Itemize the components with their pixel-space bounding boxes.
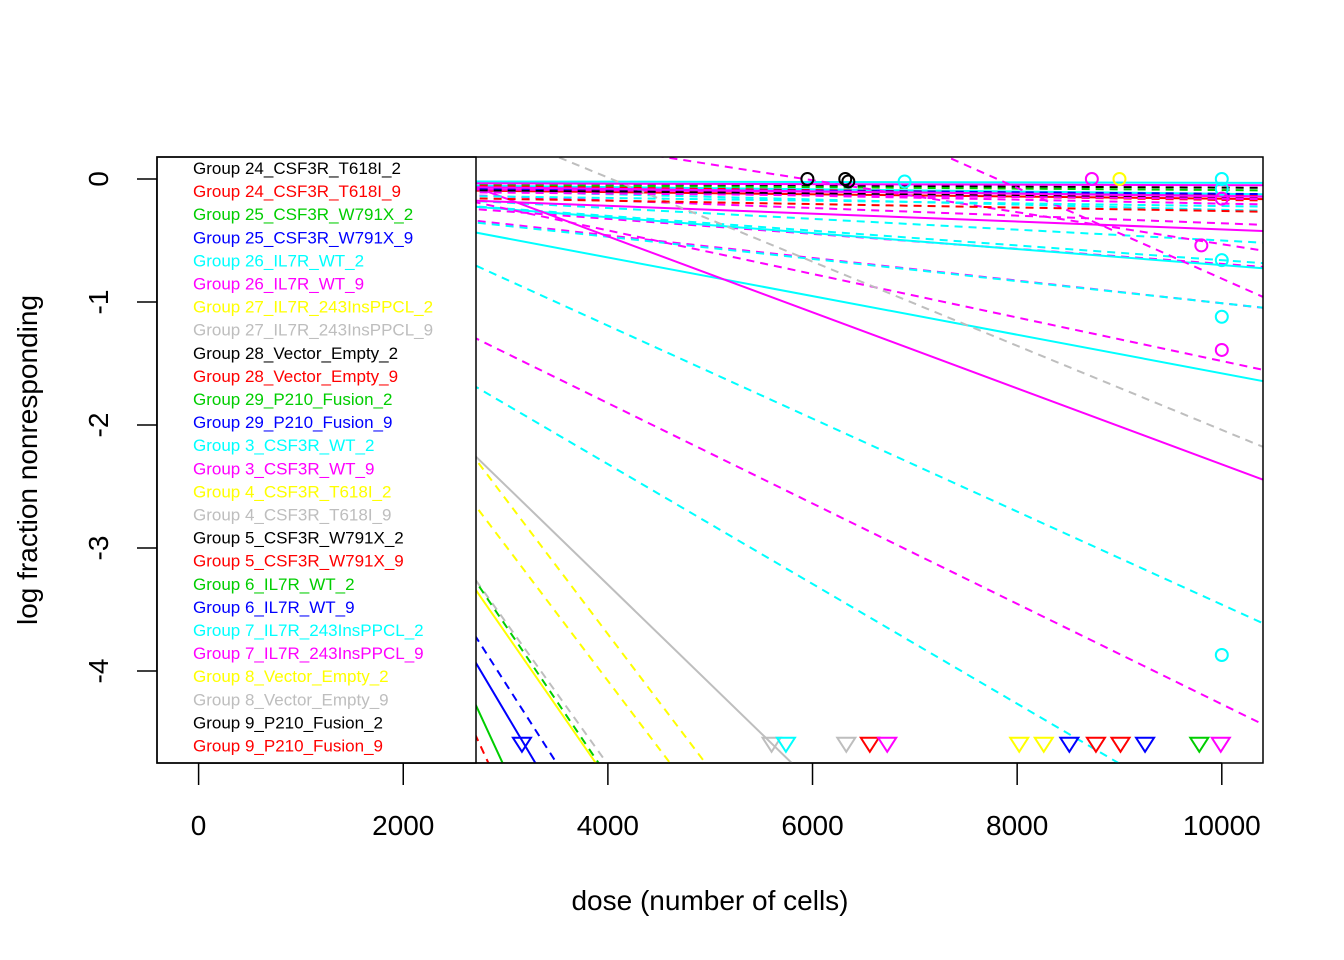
data-point [838, 172, 853, 186]
y-tick-label: 0 [83, 171, 114, 187]
censored-point [1134, 736, 1156, 754]
legend-entry: Group 28_Vector_Empty_9 [193, 367, 398, 386]
x-tick-label: 4000 [577, 810, 639, 841]
legend-entry: Group 24_CSF3R_T618I_2 [193, 159, 401, 178]
plot-frame [156, 156, 1264, 764]
legend-entry: Group 25_CSF3R_W791X_9 [193, 228, 413, 247]
data-point [841, 174, 856, 189]
y-tick-label: -1 [83, 290, 114, 315]
legend-entry: Group 9_P210_Fusion_2 [193, 713, 383, 732]
data-point [1214, 342, 1229, 357]
legend-entry: Group 7_IL7R_243InsPPCL_9 [193, 644, 424, 663]
x-tick-label: 8000 [986, 810, 1048, 841]
x-axis-label: dose (number of cells) [571, 885, 848, 916]
y-tick-label: -2 [83, 413, 114, 438]
censored-point [1188, 736, 1211, 754]
censored-point [1109, 736, 1132, 754]
legend-entry: Group 4_CSF3R_T618I_9 [193, 506, 391, 525]
censored-point [1058, 736, 1081, 754]
censored-point [1032, 736, 1055, 754]
censored-point [760, 736, 783, 754]
data-point [1112, 172, 1127, 186]
legend-entry: Group 4_CSF3R_T618I_2 [193, 482, 391, 501]
fit-line-solid [391, 157, 1263, 481]
data-point [1214, 253, 1229, 268]
legend-entry: Group 3_CSF3R_WT_2 [193, 436, 374, 455]
legend-entry: Group 8_Vector_Empty_2 [193, 667, 389, 686]
legend-entry: Group 27_IL7R_243InsPPCL_2 [193, 298, 433, 317]
censored-point [1008, 736, 1031, 754]
legend-entry: Group 5_CSF3R_W791X_2 [193, 529, 404, 548]
legend-entry: Group 29_P210_Fusion_9 [193, 413, 392, 432]
data-point [1194, 238, 1209, 253]
legend-entry: Group 6_IL7R_WT_9 [193, 598, 355, 617]
legend-entry: Group 29_P210_Fusion_2 [193, 390, 392, 409]
fit-line-dashed [555, 157, 1263, 448]
data-markers [511, 172, 1232, 754]
data-point [1214, 648, 1229, 663]
data-point [1214, 191, 1229, 206]
censored-point [858, 736, 881, 754]
x-tick-label: 10000 [1183, 810, 1261, 841]
x-axis: 0 2000 4000 6000 8000 10000 [191, 762, 1261, 841]
y-axis-label: log fraction nonresponding [12, 295, 43, 625]
x-tick-label: 6000 [781, 810, 843, 841]
legend-entry: Group 24_CSF3R_T618I_9 [193, 182, 401, 201]
legend-entry: Group 6_IL7R_WT_2 [193, 575, 355, 594]
censored-point [1085, 736, 1107, 754]
legend-entry: Group 28_Vector_Empty_2 [193, 344, 398, 363]
data-point [800, 172, 815, 186]
legend-entry: Group 3_CSF3R_WT_9 [193, 459, 374, 478]
x-tick-label: 2000 [372, 810, 434, 841]
y-axis: 0 -1 -2 -3 -4 [83, 171, 158, 684]
data-point [897, 174, 912, 189]
x-tick-label: 0 [191, 810, 207, 841]
censored-point [876, 736, 899, 754]
censored-point [775, 736, 797, 754]
y-tick-label: -4 [83, 659, 114, 684]
y-tick-label: -3 [83, 536, 114, 561]
legend-entry: Group 7_IL7R_243InsPPCL_2 [193, 621, 424, 640]
legend: Group 24_CSF3R_T618I_2 Group 24_CSF3R_T61… [193, 159, 433, 756]
legend-entry: Group 9_P210_Fusion_9 [193, 737, 383, 756]
data-point [1214, 172, 1229, 186]
legend-entry: Group 26_IL7R_WT_2 [193, 251, 364, 270]
fit-line-dashed [157, 181, 1263, 726]
legend-box [156, 156, 477, 764]
data-point [1214, 181, 1229, 196]
censored-point [511, 736, 533, 754]
censored-point [835, 736, 858, 754]
legend-entry: Group 26_IL7R_WT_9 [193, 275, 364, 294]
censored-point [1209, 736, 1232, 754]
legend-entry: Group 5_CSF3R_W791X_9 [193, 552, 404, 571]
legend-entry: Group 25_CSF3R_W791X_2 [193, 205, 413, 224]
legend-entry: Group 8_Vector_Empty_9 [193, 690, 389, 709]
legend-entry: Group 27_IL7R_243InsPPCL_9 [193, 321, 433, 340]
data-point [1084, 172, 1099, 186]
data-point [1214, 309, 1229, 324]
